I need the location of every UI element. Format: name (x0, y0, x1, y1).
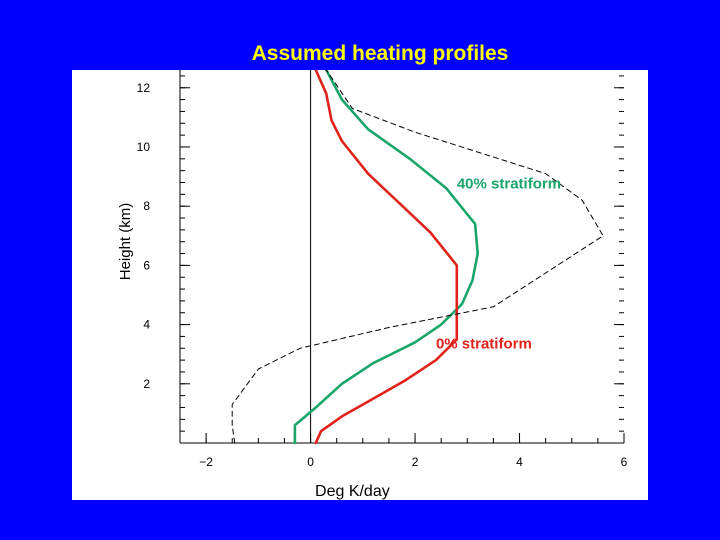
annotation-0-stratiform: 0% stratiform (436, 335, 532, 352)
y-tick-label: 8 (143, 199, 150, 213)
series-line-0-stratiform (314, 70, 459, 445)
series-lines (231, 70, 604, 445)
plot-panel: 2 4 6 8 10 12 −2 0 2 4 6 Deg K/day Height (km) 40% s… (72, 70, 648, 500)
axis-labels: 2 4 6 8 10 12 −2 0 2 4 6 Deg K/day Height (km) (117, 81, 628, 500)
annotation-40-stratiform: 40% stratiform (457, 175, 561, 192)
series-annotations: 40% stratiform 0% stratiform (436, 175, 561, 352)
y-tick-label: 4 (143, 318, 150, 332)
x-axis-title: Deg K/day (315, 483, 390, 500)
y-axis-title: Height (km) (117, 203, 134, 281)
axis-ticks (179, 75, 625, 443)
series-line-40-stratiform (293, 70, 480, 445)
x-tick-label: 4 (516, 455, 523, 469)
x-tick-label: 2 (412, 455, 419, 469)
slide-title: Assumed heating profiles (251, 42, 509, 65)
plot-frame (179, 70, 624, 444)
heating-profile-chart: 2 4 6 8 10 12 −2 0 2 4 6 Deg K/day Height (km) 40% s… (117, 70, 628, 500)
series-line-dashed (231, 70, 604, 444)
x-tick-label: −2 (199, 455, 213, 469)
y-tick-label: 2 (143, 377, 150, 391)
x-tick-label: 6 (621, 455, 628, 469)
y-tick-label: 12 (137, 81, 151, 95)
y-tick-label: 6 (143, 258, 150, 272)
x-tick-label: 0 (307, 455, 314, 469)
y-tick-label: 10 (137, 140, 151, 154)
